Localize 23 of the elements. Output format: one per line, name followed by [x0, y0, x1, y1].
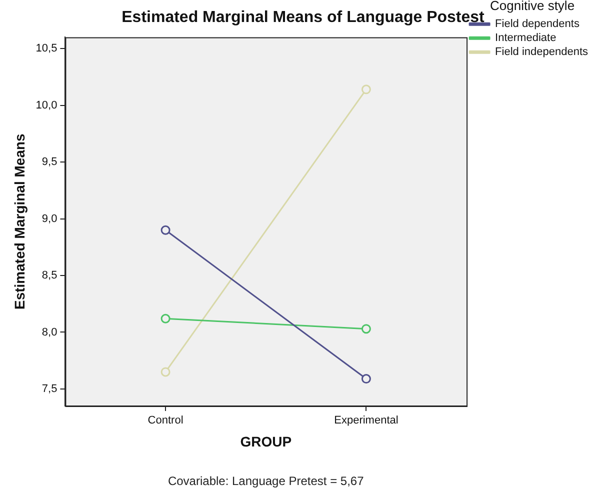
- y-tick-label: 10,5: [36, 42, 58, 55]
- x-axis-title: GROUP: [240, 433, 292, 450]
- y-tick-label: 8,5: [42, 270, 58, 282]
- point: [160, 314, 170, 324]
- y-tick-label: 7,5: [42, 383, 58, 396]
- legend-label: Field independents: [495, 46, 588, 58]
- x-tick-label: Control: [148, 414, 184, 427]
- point: [361, 84, 371, 94]
- point: [160, 225, 170, 235]
- y-tick-label: 10,0: [36, 99, 58, 112]
- text: Covariable: Language Pretest = 5,67: [168, 474, 364, 488]
- y-axis-title: Estimated Marginal Means: [11, 133, 28, 310]
- point: [361, 374, 371, 384]
- y-tick-label: 9,5: [42, 156, 58, 168]
- point: [160, 367, 170, 377]
- point: [361, 324, 371, 334]
- legend-label: Intermediate: [495, 32, 556, 44]
- legend-label: Field dependents: [495, 18, 580, 30]
- y-tick-label: 9,0: [42, 212, 58, 225]
- x-tick-label: Experimental: [334, 414, 398, 427]
- legend-title: Cognitive style: [490, 0, 575, 14]
- chart-title: Estimated Marginal Means of Language Postest: [122, 9, 486, 26]
- y-tick-label: 8,0: [42, 326, 58, 338]
